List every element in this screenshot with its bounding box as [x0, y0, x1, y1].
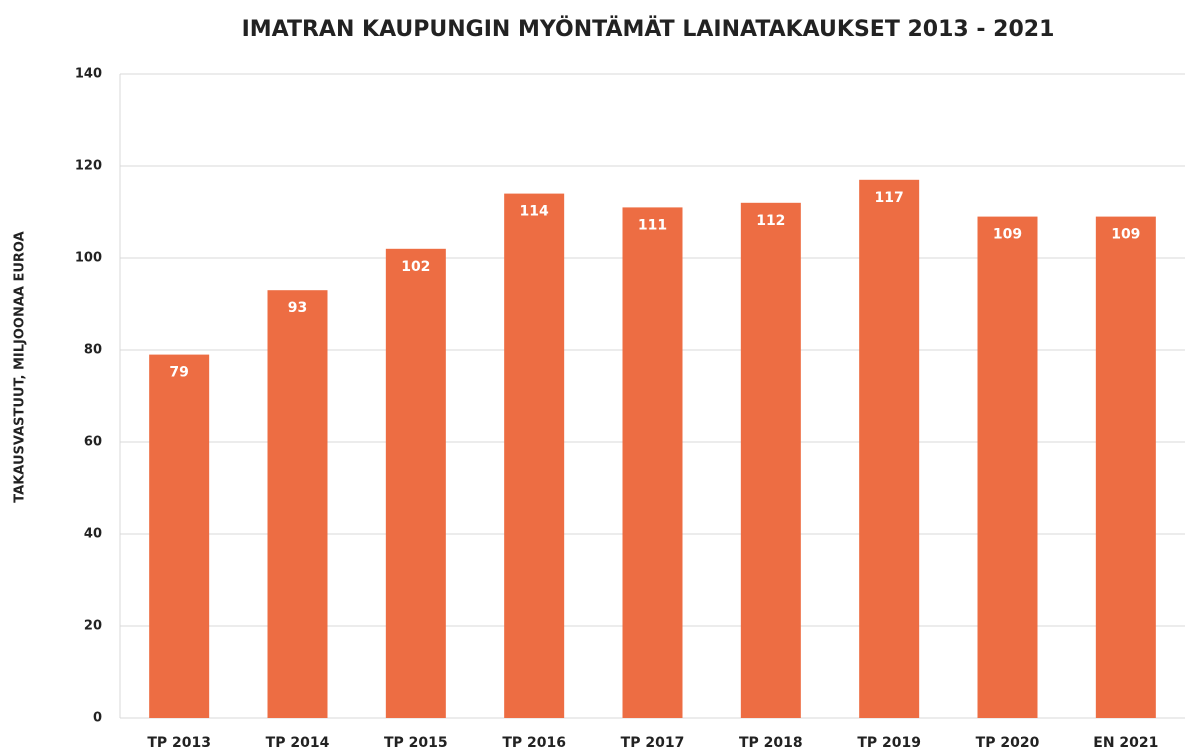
- x-tick-label: TP 2016: [502, 735, 566, 751]
- data-label: 79: [169, 365, 188, 381]
- x-tick-label: TP 2013: [147, 735, 211, 751]
- bar: [977, 216, 1038, 718]
- y-tick-label: 40: [84, 527, 102, 542]
- bar: [267, 290, 328, 718]
- x-tick-label: TP 2018: [739, 735, 803, 751]
- data-label: 111: [638, 217, 667, 233]
- data-label: 109: [1111, 227, 1140, 243]
- data-label: 117: [875, 190, 904, 206]
- y-tick-label: 100: [75, 251, 102, 266]
- chart-title: IMATRAN KAUPUNGIN MYÖNTÄMÄT LAINATAKAUKS…: [242, 16, 1055, 42]
- y-tick-label: 20: [84, 619, 102, 634]
- bar: [740, 202, 801, 719]
- bar: [149, 354, 210, 718]
- y-tick-label: 0: [93, 711, 102, 726]
- x-tick-label: TP 2020: [976, 735, 1040, 751]
- y-tick-label: 120: [75, 159, 102, 174]
- data-label: 93: [288, 300, 307, 316]
- bar: [859, 179, 920, 719]
- x-tick-label: TP 2017: [621, 735, 685, 751]
- bar: [385, 248, 446, 719]
- bar: [504, 193, 565, 719]
- bar: [622, 207, 683, 718]
- x-tick-label: TP 2014: [266, 735, 330, 751]
- data-label: 109: [993, 227, 1022, 243]
- data-label: 102: [401, 259, 430, 275]
- data-label: 114: [520, 204, 549, 220]
- y-tick-label: 140: [75, 67, 102, 82]
- x-tick-label: EN 2021: [1093, 735, 1158, 751]
- x-tick-label: TP 2015: [384, 735, 448, 751]
- bar: [1095, 216, 1156, 718]
- data-label: 112: [756, 213, 785, 229]
- y-axis-label: TAKAUSVASTUUT, MILJOONAA EUROA: [13, 231, 28, 502]
- y-tick-label: 80: [84, 343, 102, 358]
- x-tick-label: TP 2019: [857, 735, 921, 751]
- y-tick-label: 60: [84, 435, 102, 450]
